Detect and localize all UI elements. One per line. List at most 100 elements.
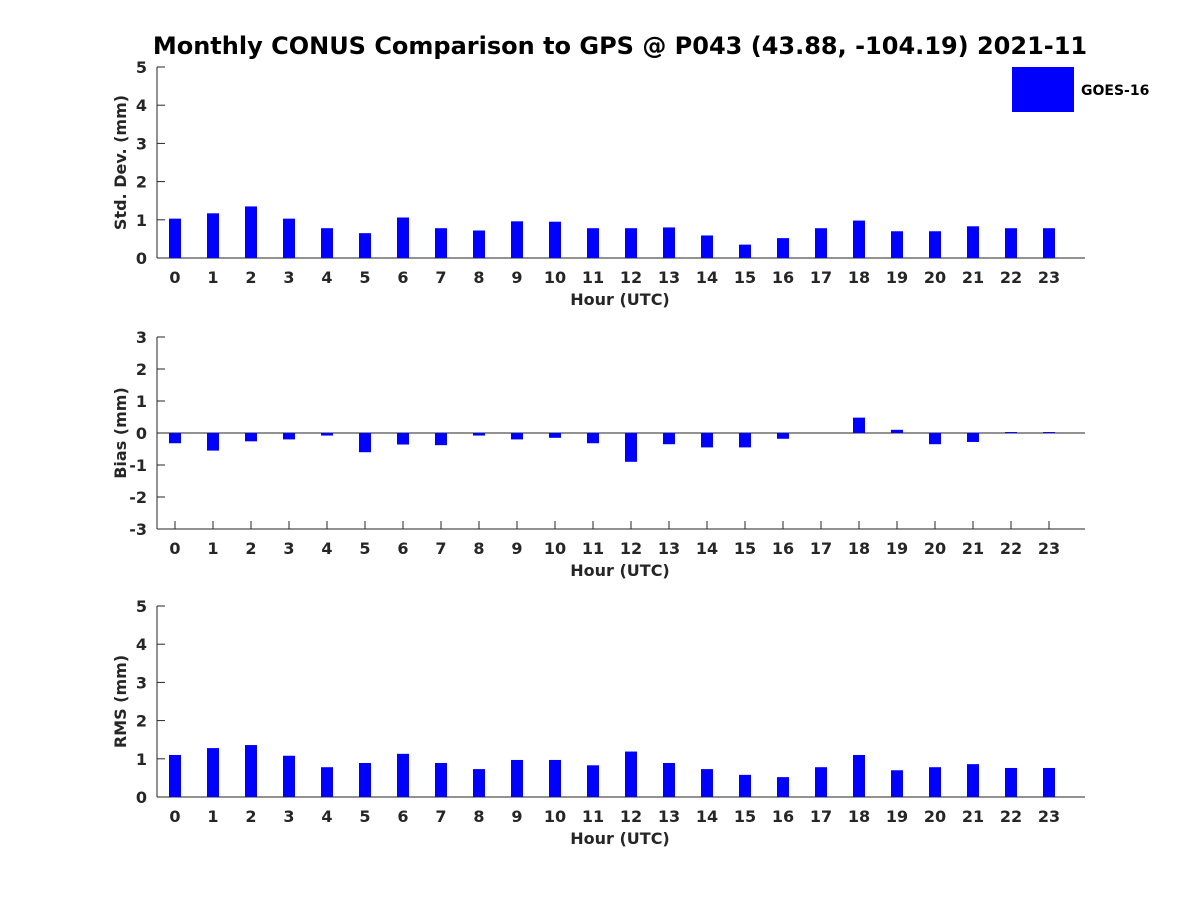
y-tick-label: 1: [136, 211, 147, 230]
x-tick-label: 13: [658, 807, 680, 826]
bar-hour-3: [283, 218, 295, 258]
x-tick-label: 4: [321, 268, 332, 287]
x-tick-label: 6: [397, 268, 408, 287]
bar-hour-13: [663, 763, 675, 797]
x-tick-label: 3: [283, 807, 294, 826]
y-tick-label: 3: [136, 328, 147, 347]
bar-hour-1: [207, 433, 219, 451]
bar-hour-23: [1043, 432, 1055, 433]
x-tick-label: 17: [810, 539, 832, 558]
bar-hour-18: [853, 220, 865, 258]
bar-hour-21: [967, 764, 979, 797]
y-axis-label: RMS (mm): [111, 655, 130, 748]
bar-hour-10: [549, 433, 561, 438]
x-tick-label: 7: [435, 268, 446, 287]
y-tick-label: 0: [136, 788, 147, 807]
bar-hour-23: [1043, 228, 1055, 258]
bar-hour-4: [321, 433, 333, 436]
x-tick-label: 3: [283, 268, 294, 287]
bar-hour-16: [777, 777, 789, 797]
x-tick-label: 13: [658, 539, 680, 558]
bar-hour-19: [891, 770, 903, 797]
x-axis-label: Hour (UTC): [570, 290, 670, 309]
bar-hour-14: [701, 769, 713, 797]
x-tick-label: 9: [511, 807, 522, 826]
bar-hour-13: [663, 433, 675, 445]
y-tick-label: 4: [136, 635, 147, 654]
bar-hour-2: [245, 745, 257, 797]
x-tick-label: 5: [359, 539, 370, 558]
bar-hour-2: [245, 433, 257, 442]
x-tick-label: 12: [620, 268, 642, 287]
bar-hour-1: [207, 748, 219, 797]
x-tick-label: 22: [1000, 539, 1022, 558]
x-tick-label: 19: [886, 268, 908, 287]
bar-hour-4: [321, 767, 333, 797]
bar-hour-20: [929, 231, 941, 258]
y-tick-label: 1: [136, 392, 147, 411]
x-tick-label: 7: [435, 807, 446, 826]
x-tick-label: 23: [1038, 807, 1060, 826]
x-tick-label: 1: [207, 807, 218, 826]
x-tick-label: 22: [1000, 268, 1022, 287]
x-tick-label: 17: [810, 268, 832, 287]
bar-hour-2: [245, 206, 257, 258]
bar-hour-13: [663, 227, 675, 258]
y-axis-label: Std. Dev. (mm): [111, 95, 130, 230]
bar-hour-17: [815, 767, 827, 797]
x-tick-label: 16: [772, 268, 794, 287]
bar-hour-7: [435, 228, 447, 258]
y-tick-label: 1: [136, 750, 147, 769]
y-tick-label: 5: [136, 597, 147, 616]
x-tick-label: 21: [962, 539, 984, 558]
bar-hour-10: [549, 759, 561, 797]
x-tick-label: 15: [734, 268, 756, 287]
x-tick-label: 8: [473, 807, 484, 826]
bar-hour-6: [397, 753, 409, 797]
bar-hour-10: [549, 221, 561, 258]
bar-hour-19: [891, 429, 903, 433]
bar-hour-9: [511, 433, 523, 440]
bar-hour-18: [853, 417, 865, 433]
x-tick-label: 14: [696, 539, 718, 558]
bar-hour-8: [473, 433, 485, 436]
x-tick-label: 9: [511, 268, 522, 287]
x-tick-label: 18: [848, 539, 870, 558]
bar-hour-8: [473, 769, 485, 797]
x-tick-label: 10: [544, 807, 566, 826]
legend-label-goes-16: GOES-16: [1081, 83, 1149, 99]
bar-hour-5: [359, 763, 371, 797]
bar-hour-14: [701, 235, 713, 258]
y-tick-label: 2: [136, 360, 147, 379]
x-tick-label: 15: [734, 539, 756, 558]
x-tick-label: 21: [962, 268, 984, 287]
x-tick-label: 21: [962, 807, 984, 826]
x-tick-label: 16: [772, 807, 794, 826]
x-tick-label: 14: [696, 807, 718, 826]
bar-hour-15: [739, 774, 751, 797]
y-axis-label: Bias (mm): [111, 387, 130, 479]
x-tick-label: 2: [245, 268, 256, 287]
x-tick-label: 0: [169, 268, 180, 287]
x-tick-label: 0: [169, 539, 180, 558]
x-tick-label: 10: [544, 539, 566, 558]
bar-hour-0: [169, 218, 181, 258]
y-tick-label: -2: [129, 488, 147, 507]
x-tick-label: 11: [582, 539, 604, 558]
bar-hour-3: [283, 433, 295, 440]
bar-hour-21: [967, 433, 979, 442]
x-tick-label: 5: [359, 268, 370, 287]
bar-hour-15: [739, 244, 751, 258]
x-tick-label: 2: [245, 807, 256, 826]
x-tick-label: 0: [169, 807, 180, 826]
bar-hour-12: [625, 228, 637, 258]
bar-hour-16: [777, 238, 789, 258]
x-tick-label: 20: [924, 539, 946, 558]
bar-hour-12: [625, 751, 637, 797]
bar-hour-18: [853, 754, 865, 797]
x-tick-label: 11: [582, 807, 604, 826]
bar-hour-1: [207, 213, 219, 258]
x-tick-label: 13: [658, 268, 680, 287]
